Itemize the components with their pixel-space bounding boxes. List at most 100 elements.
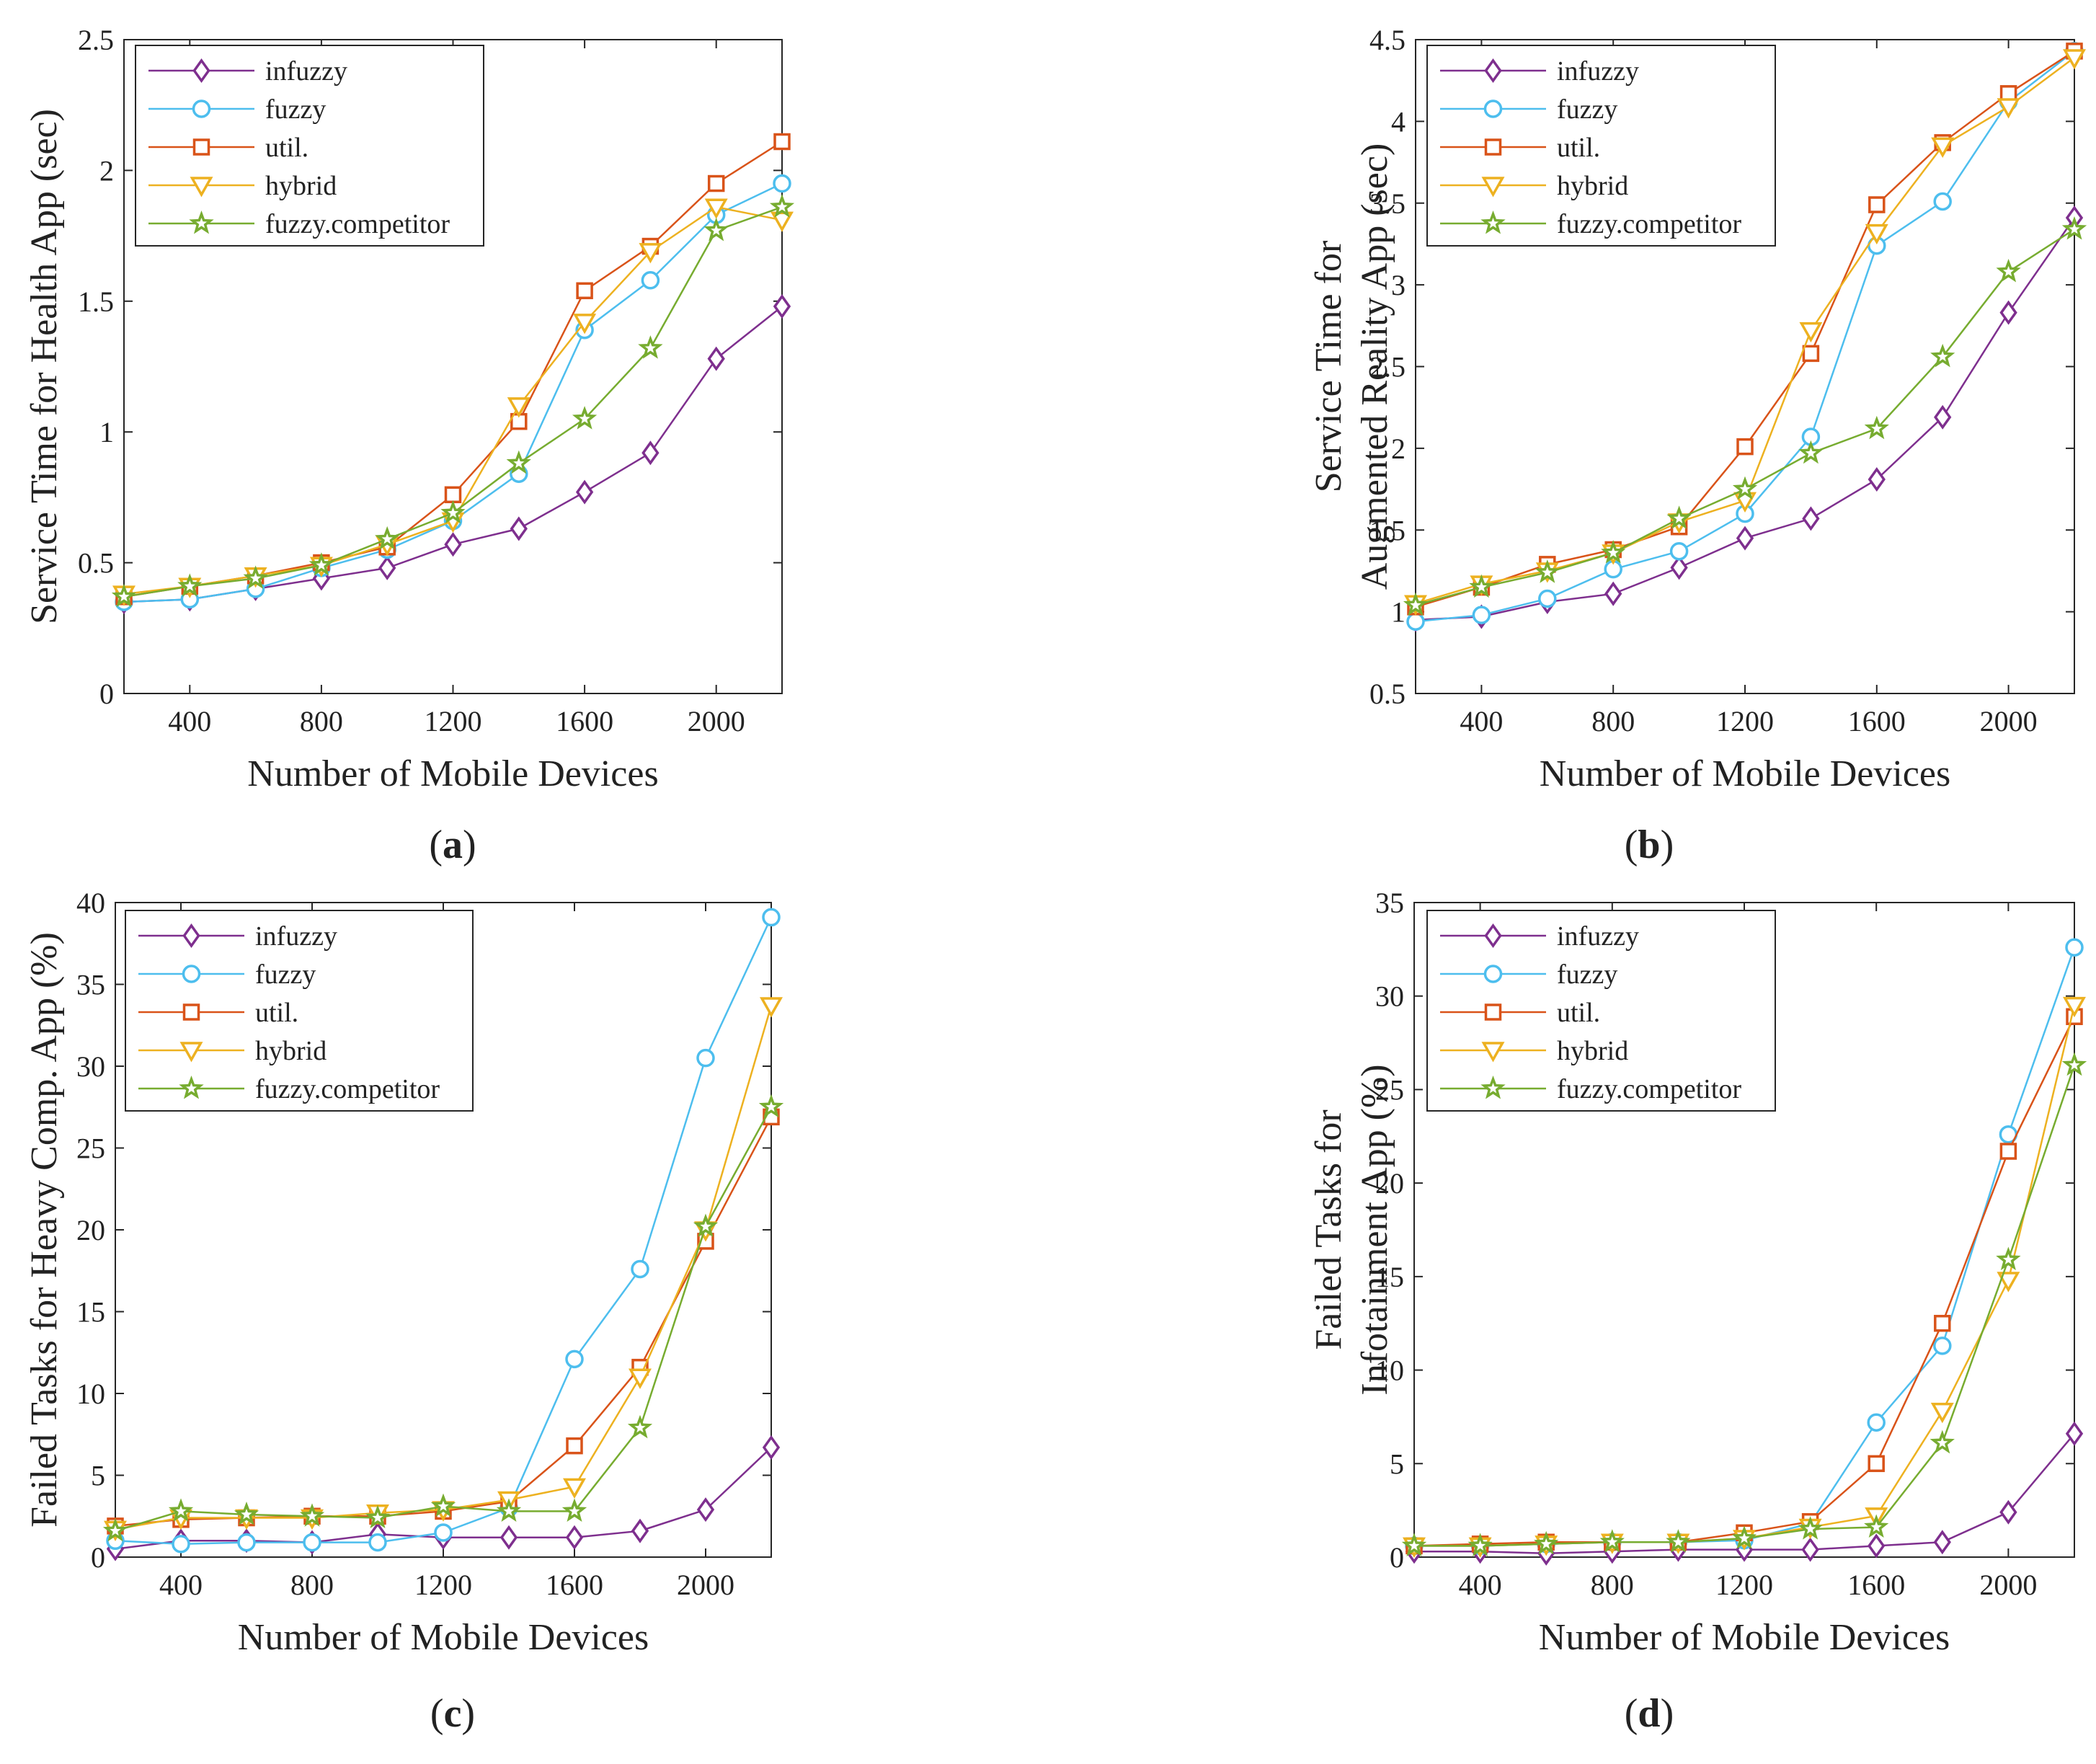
x-tick-label: 400 [1460, 705, 1503, 737]
legend-marker [1484, 58, 1502, 84]
data-point [572, 406, 598, 430]
y-tick-label: 20 [1375, 1167, 1404, 1200]
panel-label-open: ( [429, 823, 443, 867]
x-tick-label: 1200 [425, 705, 482, 737]
y-tick-label: 2 [99, 154, 114, 187]
data-point [234, 1502, 259, 1525]
series-line [1414, 1065, 2076, 1547]
data-point [760, 997, 783, 1018]
data-point [1736, 526, 1754, 551]
panel-label-close: ) [463, 823, 476, 867]
series-util- [107, 1108, 780, 1535]
data-point [1933, 1530, 1951, 1555]
data-point [769, 194, 795, 218]
data-point [641, 271, 660, 290]
data-point [773, 294, 791, 319]
series-line [115, 1107, 773, 1532]
data-point [444, 532, 462, 557]
data-point [1670, 555, 1688, 580]
legend-label: hybrid [1557, 1036, 1628, 1066]
panel-label-open: ( [430, 1691, 444, 1736]
x-tick-label: 2000 [1979, 1569, 2037, 1601]
legend-label: hybrid [265, 171, 337, 201]
series-fuzzy-competitor [102, 1094, 784, 1542]
data-point [1865, 223, 1888, 245]
legend-marker [192, 58, 210, 84]
y-tick-label: 10 [76, 1378, 105, 1410]
x-tick-label: 400 [1459, 1569, 1502, 1601]
legend-marker [1484, 138, 1502, 156]
y-tick-label: 0.5 [78, 547, 114, 580]
panel-label-letter: a [443, 823, 463, 867]
data-point [1406, 612, 1425, 631]
x-axis-label: Number of Mobile Devices [1540, 753, 1950, 794]
data-point [1535, 559, 1560, 583]
y-tick-label: 5 [91, 1460, 105, 1492]
y-tick-label: 40 [76, 887, 105, 919]
x-tick-label: 2000 [1980, 705, 2038, 737]
y-tick-label: 25 [1375, 1073, 1404, 1106]
data-point [1999, 1499, 2017, 1525]
legend-label: infuzzy [265, 56, 347, 87]
chart-panel-d: 400 800 1200 1600 2000 0 5 10 15 20 25 30 35 Number o… [1308, 887, 2087, 1736]
data-point [1996, 1246, 2021, 1271]
data-point [237, 1533, 256, 1552]
data-point [1604, 581, 1622, 606]
legend: infuzzy fuzzy util. hybrid fuzzy.competitor [1426, 45, 1776, 247]
panel-label: (b) [1625, 823, 1674, 867]
panel-label: (c) [430, 1691, 475, 1736]
data-point [375, 526, 400, 550]
data-point [639, 243, 662, 264]
data-point [631, 1518, 649, 1543]
x-tick-label: 1200 [414, 1569, 472, 1601]
x-tick-label: 1200 [1716, 705, 1774, 737]
data-point [627, 1414, 653, 1439]
data-point [1934, 404, 1952, 430]
data-point [2061, 1052, 2087, 1076]
y-tick-label: 10 [1375, 1355, 1404, 1387]
x-tick-label: 800 [1591, 705, 1635, 737]
y-tick-label: 1 [1391, 596, 1406, 629]
data-point [1868, 1455, 1885, 1473]
legend-label: util. [1557, 998, 1600, 1028]
data-point [1732, 476, 1758, 500]
panel-label-letter: b [1638, 823, 1660, 867]
legend-marker [1483, 99, 1503, 118]
panel-label-close: ) [1661, 1691, 1674, 1736]
data-point [631, 1259, 649, 1279]
y-tick-label: 0.5 [1369, 678, 1406, 710]
data-point [434, 1523, 453, 1542]
y-tick-label: 25 [76, 1133, 105, 1165]
legend: infuzzy fuzzy util. hybrid fuzzy.competitor [1426, 910, 1776, 1112]
data-point [1403, 592, 1429, 616]
data-point [177, 573, 203, 597]
x-tick-label: 400 [159, 1569, 203, 1601]
legend-marker [1483, 965, 1503, 983]
data-point [1930, 343, 1955, 368]
data-point [704, 198, 728, 219]
y-tick-label: 5 [1390, 1448, 1404, 1480]
x-axis-label: Number of Mobile Devices [247, 753, 658, 794]
y-axis-label: Augmented Reality App (sec) [1354, 143, 1395, 590]
data-point [1999, 300, 2017, 325]
legend-label: fuzzy.competitor [1557, 1074, 1741, 1104]
legend-label: util. [255, 998, 298, 1028]
data-point [563, 1478, 586, 1499]
legend-label: hybrid [1557, 171, 1628, 201]
series-line [123, 306, 783, 603]
data-point [2063, 49, 2086, 70]
legend-label: fuzzy.competitor [255, 1074, 440, 1104]
panel-label-close: ) [461, 1691, 475, 1736]
x-axis-label: Number of Mobile Devices [238, 1617, 649, 1658]
data-point [2065, 938, 2084, 957]
data-point [1472, 606, 1491, 624]
data-point [773, 174, 791, 193]
panel-label-close: ) [1661, 823, 1674, 867]
y-tick-label: 2.5 [78, 24, 114, 56]
data-point [1930, 1402, 1954, 1424]
data-point [1933, 1337, 1952, 1355]
legend-marker [1481, 1042, 1505, 1063]
series-fuzzy-competitor [1401, 1052, 2087, 1557]
data-point [576, 282, 593, 300]
data-point [299, 1503, 325, 1527]
